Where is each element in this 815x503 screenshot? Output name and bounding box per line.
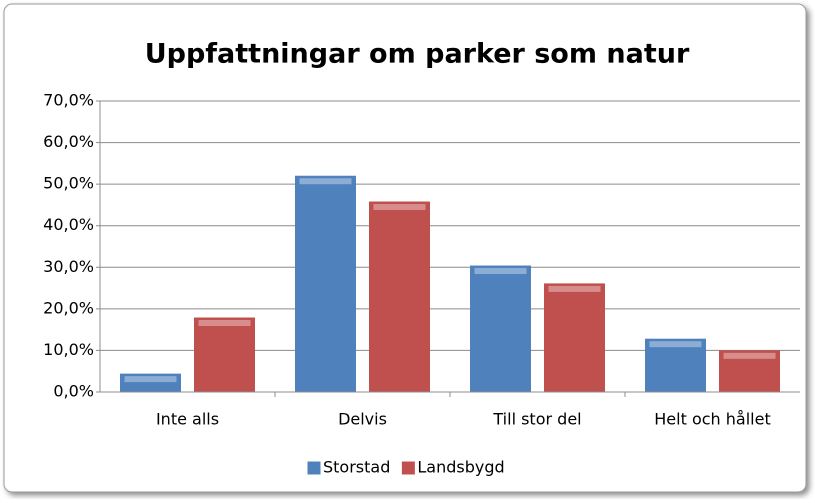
chart-title: Uppfattningar om parker som natur (145, 39, 690, 70)
legend-swatch (401, 461, 415, 475)
x-tick-label: Inte alls (156, 410, 219, 429)
y-tick-label: 40,0% (43, 215, 94, 234)
legend-label: Storstad (323, 458, 390, 477)
bar (295, 175, 356, 393)
bar-highlight (649, 341, 702, 348)
y-tick-label: 0,0% (53, 382, 94, 401)
bar-highlight (474, 268, 527, 275)
bar-highlight (124, 376, 177, 383)
y-tick-label: 60,0% (43, 132, 94, 151)
x-tick-label: Till stor del (492, 410, 581, 429)
bar (470, 265, 531, 393)
bar-highlight (299, 178, 352, 185)
x-tick-label: Helt och hållet (654, 410, 770, 429)
bar-highlight (198, 320, 251, 327)
y-tick-label: 50,0% (43, 174, 94, 193)
y-tick-label: 30,0% (43, 257, 94, 276)
bar (719, 350, 780, 393)
y-tick-label: 10,0% (43, 340, 94, 359)
bar (369, 201, 430, 393)
y-tick-label: 70,0% (43, 91, 94, 110)
bar (544, 283, 605, 393)
bar-highlight (723, 352, 776, 359)
x-tick-label: Delvis (338, 410, 387, 429)
bar-highlight (373, 204, 426, 211)
bar-highlight (548, 285, 601, 292)
legend-swatch (307, 461, 321, 475)
bar (194, 317, 255, 393)
y-tick-label: 20,0% (43, 298, 94, 317)
legend-label: Landsbygd (417, 458, 504, 477)
